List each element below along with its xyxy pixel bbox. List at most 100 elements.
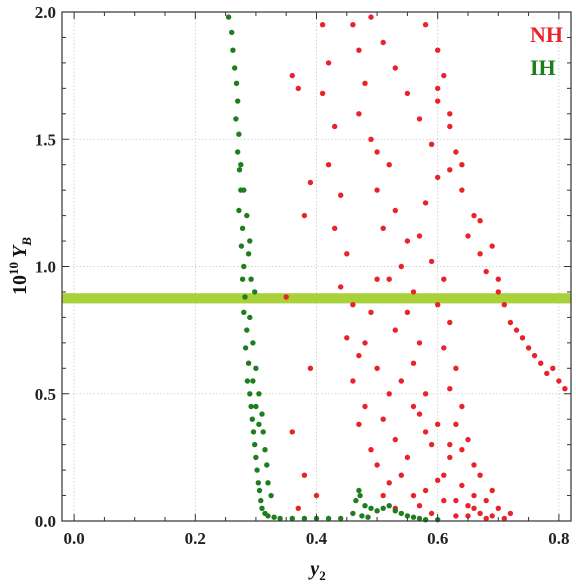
nh-point	[459, 403, 465, 410]
nh-point	[465, 233, 471, 239]
nh-point	[519, 335, 526, 341]
nh-point	[441, 472, 447, 478]
ih-point	[236, 131, 242, 137]
nh-point	[313, 492, 320, 499]
ih-point	[289, 515, 295, 522]
nh-point	[404, 238, 411, 244]
ih-point	[301, 515, 308, 522]
nh-point	[386, 391, 392, 397]
x-tick-label: 0.6	[427, 529, 448, 548]
nh-point	[362, 340, 368, 346]
nh-point	[374, 149, 380, 155]
nh-point	[344, 251, 350, 257]
ih-point	[252, 289, 258, 295]
nh-point	[483, 497, 489, 504]
nh-point	[441, 72, 447, 79]
nh-point	[447, 386, 453, 392]
nh-point	[386, 276, 392, 282]
nh-point	[483, 515, 489, 522]
nh-point	[289, 429, 295, 435]
ih-point	[248, 403, 254, 410]
nh-point	[380, 39, 386, 46]
y-axis-title: 1010YB	[6, 237, 34, 295]
nh-point	[447, 123, 453, 130]
nh-point	[435, 174, 441, 181]
nh-point	[459, 162, 465, 168]
nh-point	[319, 90, 326, 97]
nh-point	[368, 14, 374, 20]
ih-point	[252, 441, 258, 448]
ih-point	[268, 492, 274, 499]
nh-point	[350, 302, 356, 308]
nh-point	[435, 85, 441, 92]
series-ih	[225, 14, 441, 523]
nh-point	[513, 327, 520, 333]
x-tick-label: 0.8	[548, 529, 569, 548]
nh-point	[435, 421, 441, 427]
nh-point	[471, 462, 477, 468]
nh-point	[307, 179, 314, 186]
y-tick-labels: 0.0 0.5 1.0 1.5 2.0	[35, 3, 56, 531]
nh-point	[380, 225, 386, 231]
nh-point	[422, 391, 429, 397]
ih-point	[229, 29, 235, 36]
nh-point	[428, 510, 435, 517]
nh-point	[325, 60, 332, 66]
nh-point	[562, 386, 568, 392]
ih-point	[410, 514, 417, 520]
nh-point	[404, 454, 411, 461]
ih-point	[233, 80, 240, 87]
ih-point	[258, 497, 264, 504]
nh-point	[344, 335, 350, 341]
nh-point	[507, 510, 514, 517]
nh-point	[550, 365, 556, 371]
ih-point	[277, 515, 283, 522]
ih-point	[380, 505, 386, 511]
x-tick-label: 0.0	[63, 529, 84, 548]
nh-point	[441, 276, 447, 282]
ih-point	[353, 497, 359, 504]
nh-point	[483, 268, 489, 275]
nh-point	[410, 360, 417, 366]
nh-point	[447, 167, 453, 173]
y-tick-label: 1.0	[35, 258, 56, 277]
nh-point	[435, 477, 441, 483]
nh-point	[416, 411, 423, 417]
nh-point	[501, 302, 507, 308]
nh-point	[507, 319, 514, 326]
nh-point	[471, 505, 477, 511]
data-points	[225, 14, 568, 523]
nh-point	[447, 111, 453, 117]
ih-point	[325, 515, 332, 522]
nh-point	[416, 116, 423, 122]
nh-point	[447, 441, 453, 448]
ih-point	[416, 515, 423, 522]
ih-point	[404, 513, 411, 519]
nh-point	[459, 187, 465, 193]
x-axis-title: y2	[308, 558, 325, 583]
nh-point	[471, 492, 477, 499]
ih-point	[244, 378, 251, 384]
ih-point	[241, 187, 247, 193]
nh-point	[410, 403, 417, 410]
grid-lines	[62, 11, 571, 522]
nh-point	[392, 65, 398, 71]
nh-point	[374, 276, 380, 282]
ih-point	[271, 514, 277, 520]
nh-point	[356, 47, 362, 53]
ih-point	[247, 314, 253, 321]
nh-point	[435, 98, 441, 104]
nh-point	[301, 212, 308, 219]
axis-ticks	[62, 11, 571, 522]
nh-point	[477, 251, 483, 257]
ih-point	[242, 294, 248, 300]
x-tick-labels: 0.0 0.2 0.4 0.6 0.8	[63, 529, 569, 548]
ih-point	[256, 391, 262, 397]
ih-point	[245, 251, 252, 257]
ih-point	[357, 492, 363, 499]
series-nh	[283, 14, 568, 522]
nh-point	[465, 503, 471, 509]
nh-point	[459, 447, 465, 453]
ih-point	[368, 505, 374, 511]
